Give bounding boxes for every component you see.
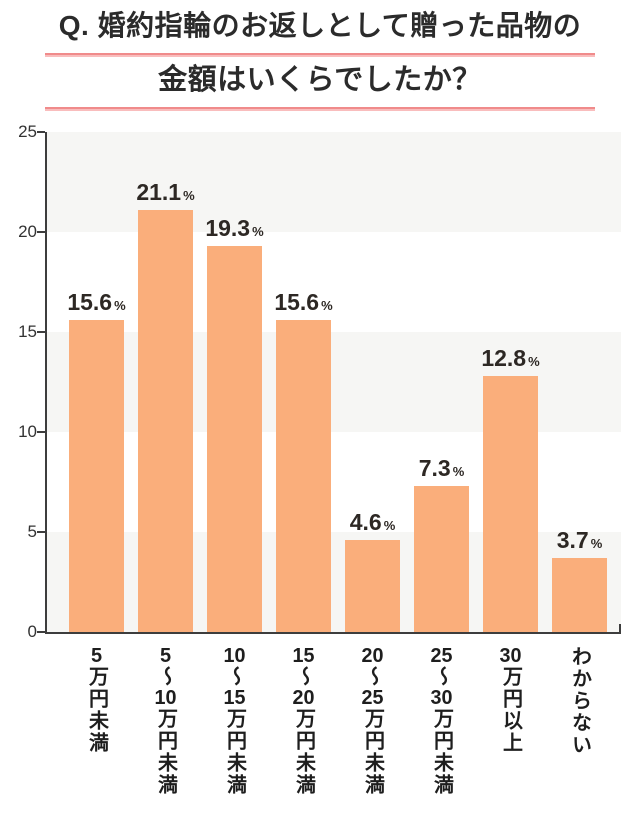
y-tick-mark: [37, 631, 45, 633]
x-category-label: 5万円未満: [85, 646, 108, 754]
bar-column: 7.3%: [414, 132, 469, 632]
bar-column: 15.6%: [274, 132, 333, 632]
x-category-label: わからない: [568, 646, 591, 756]
x-label-column: 15～20万円未満: [276, 646, 331, 822]
bar: [483, 376, 538, 632]
bar-value-label: 3.7%: [556, 527, 603, 553]
x-label-column: 25～30万円未満: [414, 646, 469, 822]
y-tick-label: 25: [18, 122, 37, 141]
x-axis-end-tick: [619, 624, 621, 632]
y-tick-label: 15: [18, 322, 37, 341]
x-label-column: 5～10万円未満: [138, 646, 193, 822]
bar-value-label: 19.3%: [205, 215, 264, 241]
x-label-column: 20～25万円未満: [345, 646, 400, 822]
bar-column: 3.7%: [552, 132, 607, 632]
y-tick-label: 0: [27, 622, 37, 641]
x-category-label: 25～30万円未満: [430, 646, 453, 796]
x-label-column: わからない: [552, 646, 607, 822]
bar-column: 4.6%: [345, 132, 400, 632]
bar-column: 15.6%: [67, 132, 126, 632]
y-tick-label: 20: [18, 222, 37, 241]
bar-value-label: 15.6%: [274, 289, 333, 315]
bar-value-label: 15.6%: [67, 289, 126, 315]
x-axis-labels: 5万円未満 5～10万円未満 10～15万円未満 15～20万円未満 20～25万円未満…: [47, 646, 621, 822]
y-tick-mark: [37, 531, 45, 533]
bar: [276, 320, 331, 632]
bar-value-label: 4.6%: [349, 509, 396, 535]
x-category-label: 10～15万円未満: [223, 646, 246, 796]
x-category-label: 20～25万円未満: [361, 646, 384, 796]
y-tick-mark: [37, 431, 45, 433]
x-category-label: 15～20万円未満: [292, 646, 315, 796]
bar-value-label: 12.8%: [481, 345, 540, 371]
bar-column: 12.8%: [481, 132, 540, 632]
bar: [69, 320, 124, 632]
y-tick-label: 5: [27, 522, 37, 541]
x-label-column: 10～15万円未満: [207, 646, 262, 822]
x-label-column: 30万円以上: [483, 646, 538, 822]
y-tick-mark: [37, 231, 45, 233]
bars-container: 15.6% 21.1% 19.3% 15.6% 4.6% 7.3% 12.8% 3.7%: [47, 132, 621, 632]
y-tick-mark: [37, 331, 45, 333]
y-tick-mark: [37, 131, 45, 133]
y-tick-label: 10: [18, 422, 37, 441]
bar: [552, 558, 607, 632]
title-underline-1: [45, 53, 595, 57]
chart-title-line1: Q. 婚約指輪のお返しとして贈った品物の: [58, 10, 582, 41]
chart-title-line2: 金額はいくらでしたか？: [158, 64, 482, 96]
bar: [414, 486, 469, 632]
bar-column: 19.3%: [205, 132, 264, 632]
bar: [345, 540, 400, 632]
bar-value-label: 21.1%: [136, 179, 195, 205]
x-category-label: 30万円以上: [499, 646, 522, 754]
x-label-column: 5万円未満: [69, 646, 124, 822]
bar-value-label: 7.3%: [418, 455, 465, 481]
x-category-label: 5～10万円未満: [154, 646, 177, 796]
bar: [207, 246, 262, 632]
chart-header: Q. 婚約指輪のお返しとして贈った品物の 金額はいくらでしたか？: [0, 0, 640, 116]
bar: [138, 210, 193, 632]
bar-column: 21.1%: [136, 132, 195, 632]
title-underline-2: [45, 107, 595, 111]
